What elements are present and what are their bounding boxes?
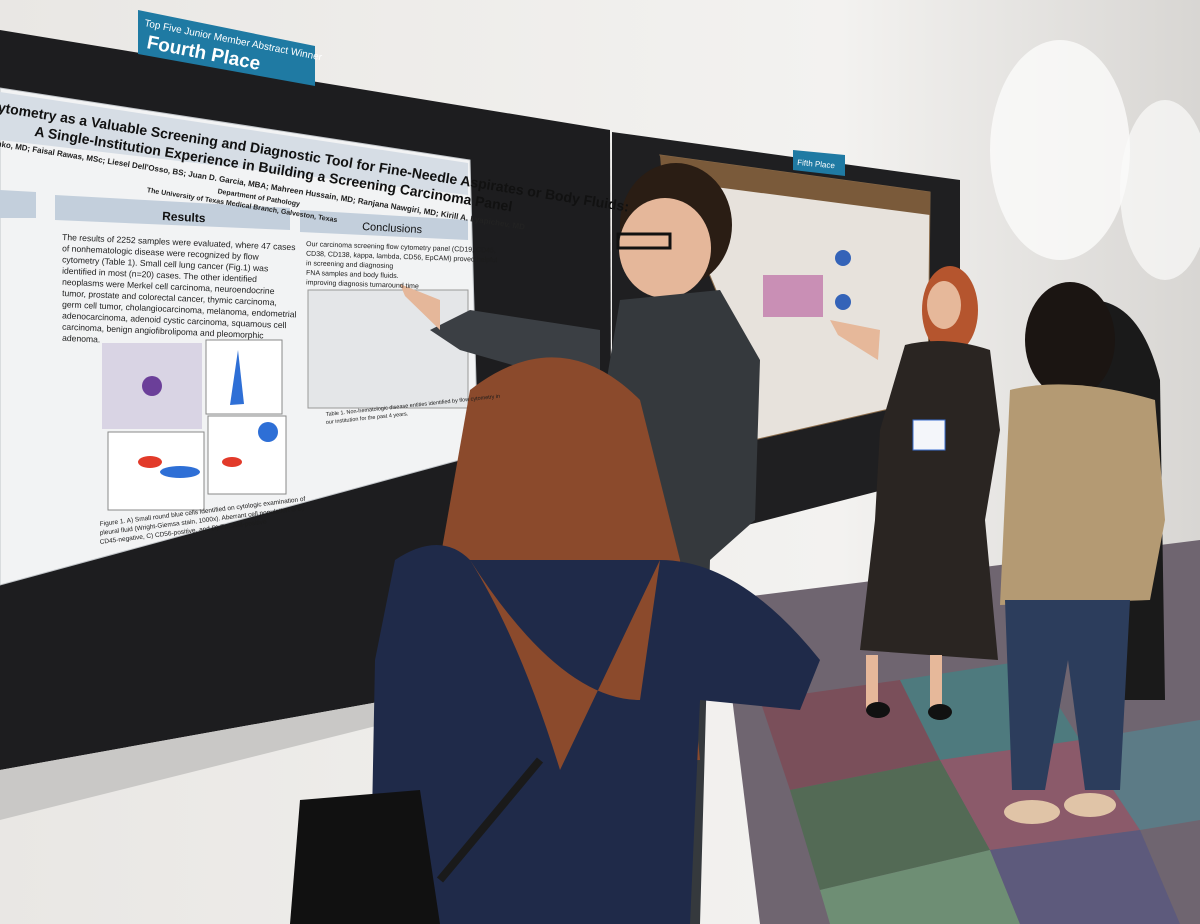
second-award-title: Fifth Place: [797, 158, 836, 170]
second-poster-image: [763, 275, 823, 317]
viewer-shoe: [1004, 800, 1060, 824]
carpet-tile: [820, 850, 1020, 924]
presenter-arm: [830, 320, 880, 360]
second-poster-header: [660, 155, 930, 215]
man-hand: [400, 284, 440, 330]
presenter-leg: [866, 655, 878, 710]
man-glasses: [616, 232, 672, 250]
left-header-band: [0, 190, 36, 218]
second-poster-chart: [835, 294, 851, 310]
figure-scatter: [138, 456, 162, 468]
foreground-bag: [290, 790, 440, 924]
results-header-band: [55, 195, 290, 230]
text-line: FNA samples and body fluids.: [306, 270, 399, 280]
second-poster-chart: [835, 250, 851, 266]
board-base: [0, 600, 720, 820]
viewer-shoe: [1064, 793, 1116, 817]
figure-scatter: [160, 466, 200, 478]
presenter-shoe: [928, 704, 952, 720]
presenter-dress: [860, 341, 1000, 660]
poster-table: [307, 289, 469, 409]
text-line: in screening and diagnosing: [306, 260, 393, 270]
results-heading: Results: [162, 209, 206, 225]
conclusions-heading: Conclusions: [362, 221, 423, 236]
viewer-hair: [1025, 282, 1115, 398]
presenter-face: [927, 281, 961, 329]
figure-scatter: [258, 422, 278, 442]
viewer-blazer: [1000, 384, 1165, 605]
text-line: adenoma.: [62, 333, 101, 345]
foreground-hair-strands: [470, 560, 660, 770]
poster-title-band: [0, 92, 468, 195]
conclusions-header-band: [300, 210, 468, 240]
figure-scatter: [222, 457, 242, 467]
presenter-badge: [912, 419, 946, 451]
carpet-tile: [790, 760, 990, 890]
carpet-tile: [760, 680, 940, 790]
figure-cells: [142, 376, 162, 396]
second-award-sign: [793, 150, 845, 176]
award-sign: [138, 10, 315, 86]
results-text: The results of 2252 samples were evaluat…: [62, 232, 297, 344]
presenter-leg: [930, 655, 942, 710]
text-line: improving diagnosis turnaround time: [306, 279, 419, 290]
bag-strap: [436, 757, 544, 883]
wall-light: [990, 40, 1130, 260]
viewer-jeans: [1005, 600, 1130, 790]
presenter-shoe: [866, 702, 890, 718]
carpet-tile: [990, 830, 1180, 924]
figure-scatter: [230, 350, 244, 405]
wall-light: [1120, 100, 1200, 280]
figure-panel-b: [205, 339, 283, 415]
